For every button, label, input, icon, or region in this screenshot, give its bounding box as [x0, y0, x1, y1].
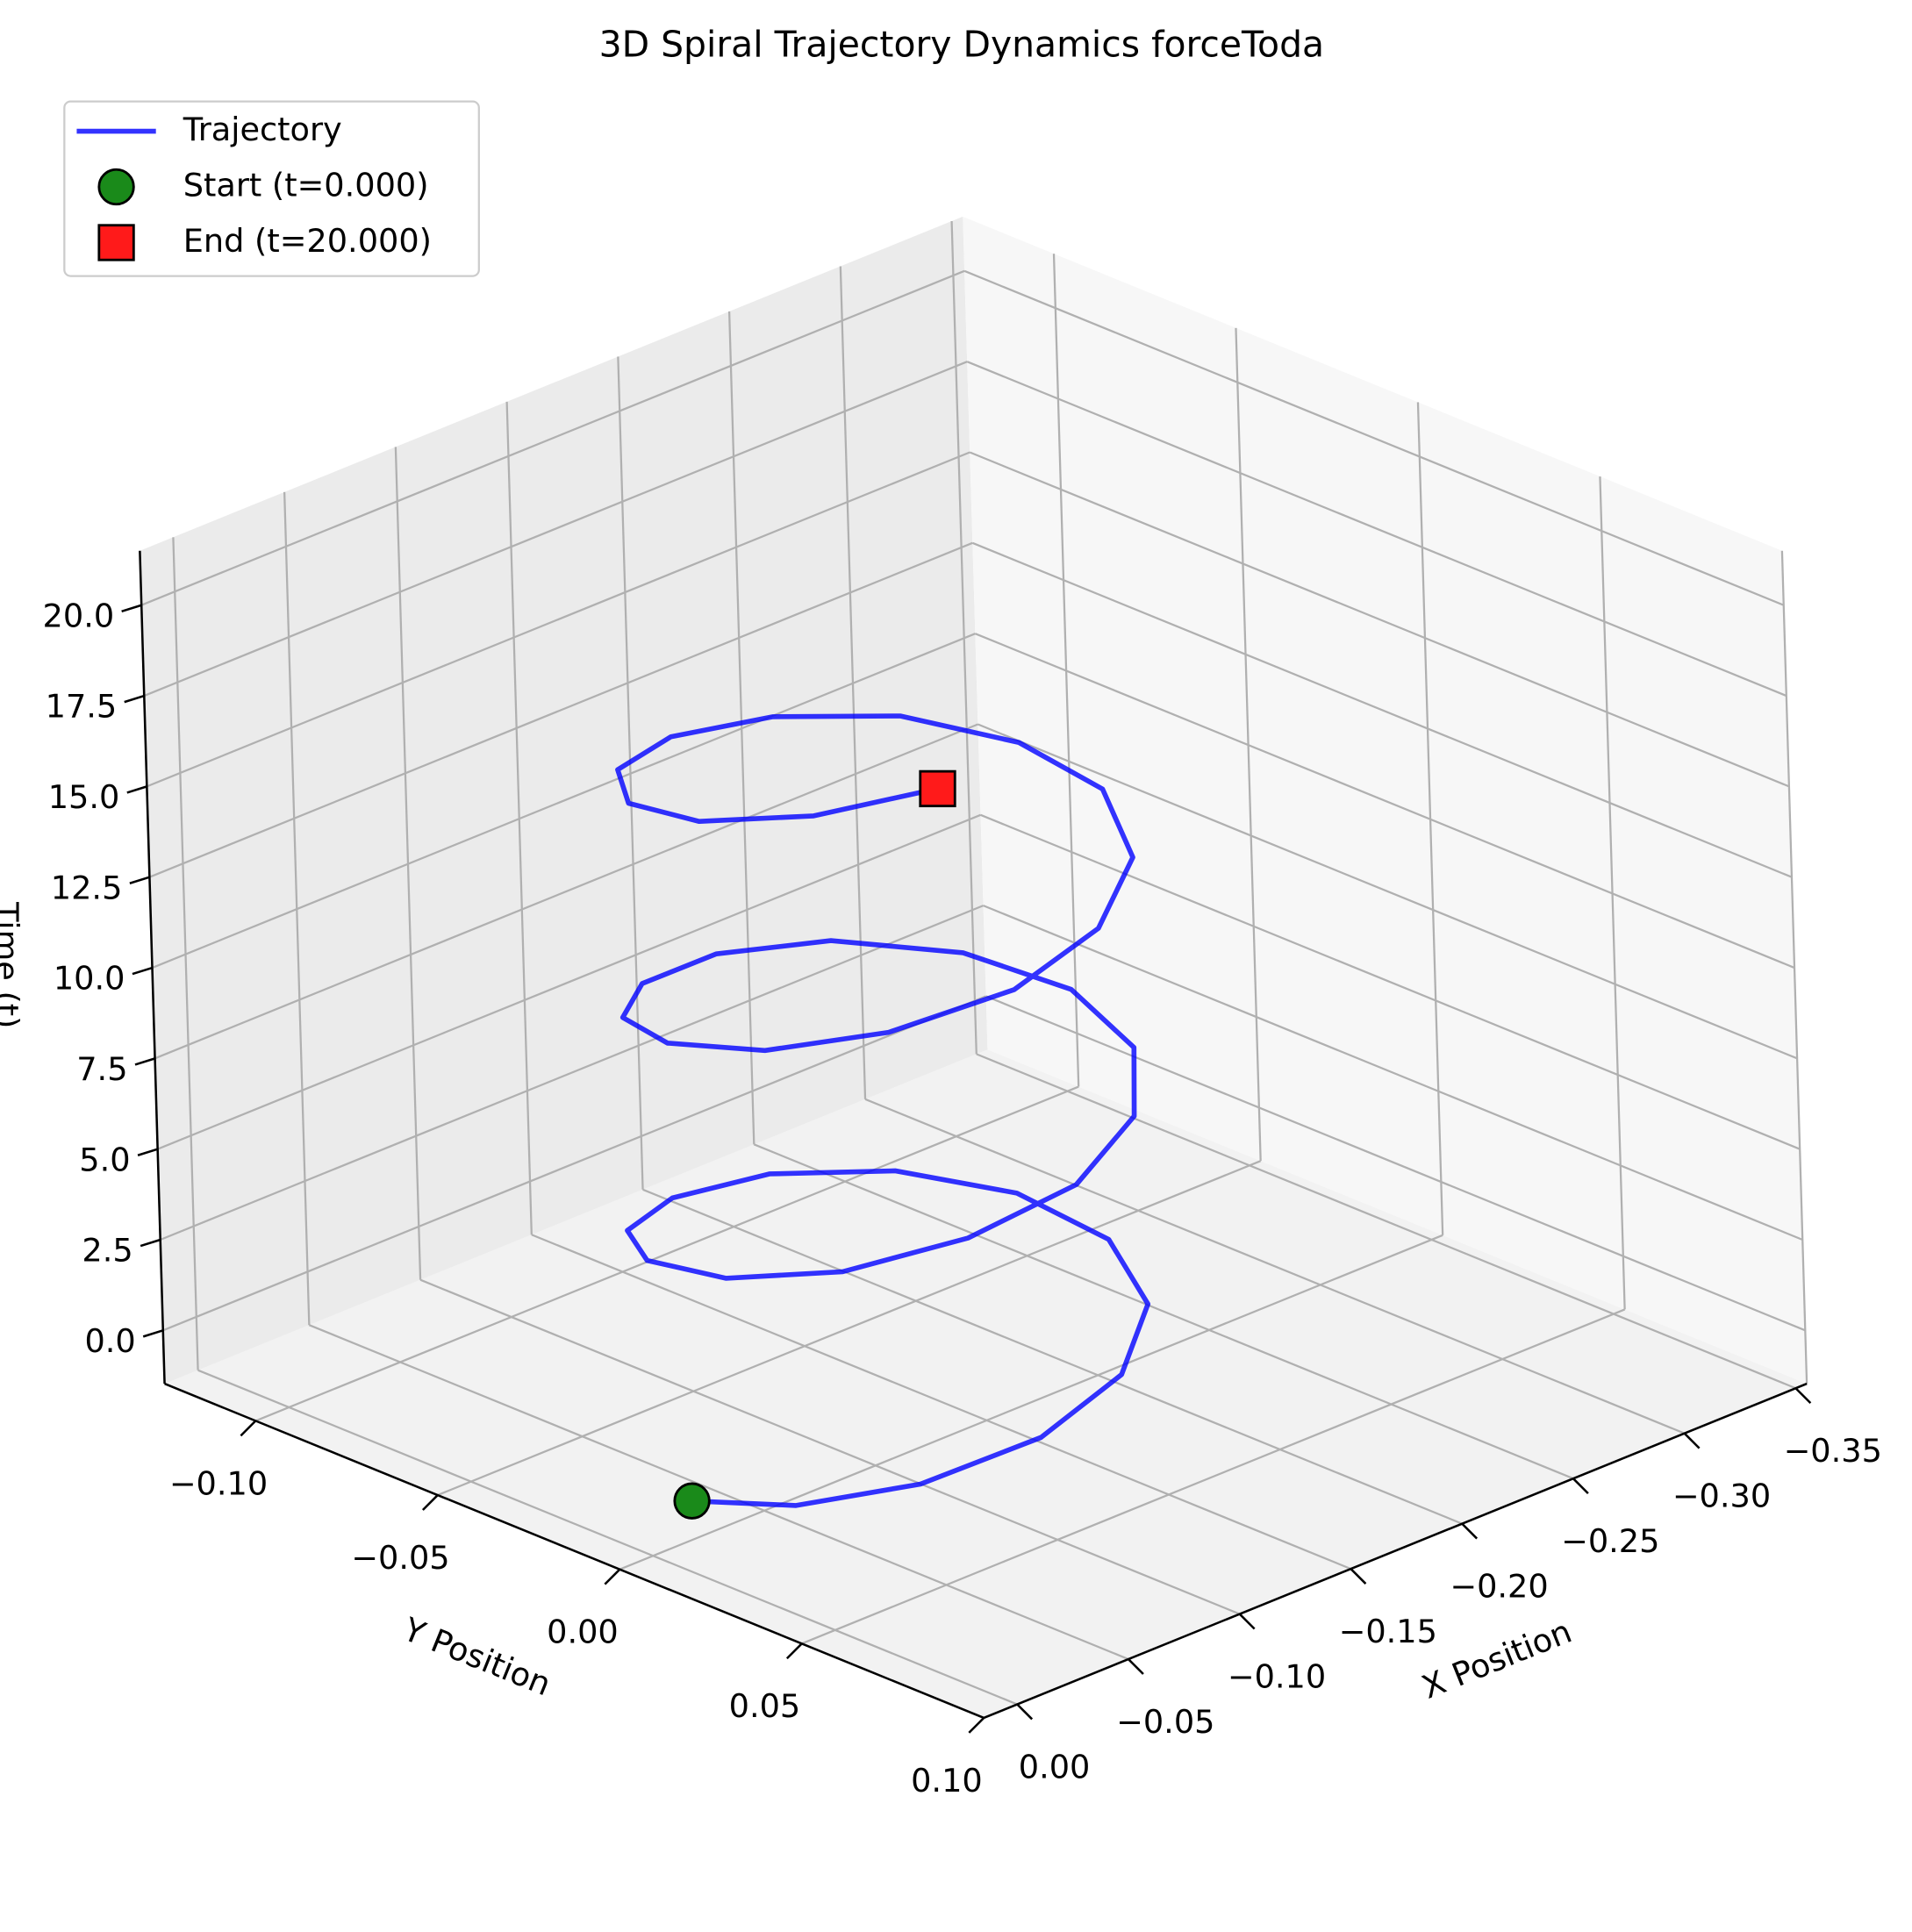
x-tick: [1683, 1432, 1701, 1449]
grid-line: [980, 813, 1801, 1150]
x-tick: [1238, 1613, 1256, 1630]
grid-line: [966, 361, 1787, 698]
grid-line: [148, 541, 973, 878]
z-axis-line: [139, 550, 166, 1385]
start-marker: [673, 1482, 711, 1520]
x-tick-label: 0.00: [1019, 1748, 1091, 1785]
legend-label: End (t=20.000): [183, 222, 432, 260]
z-tick: [121, 604, 142, 612]
z-tick-label: 7.5: [76, 1050, 127, 1088]
legend-marker: [97, 224, 135, 261]
x-tick-label: −0.05: [1116, 1703, 1214, 1741]
z-tick-label: 2.5: [82, 1232, 132, 1270]
grid-line: [146, 451, 970, 788]
grid-line: [140, 269, 965, 606]
z-tick: [137, 1148, 159, 1156]
z-tick: [124, 694, 145, 704]
x-axis-line: [983, 1382, 1808, 1720]
grid-line: [437, 1160, 1262, 1497]
grid-line: [985, 995, 1806, 1332]
x-tick: [1016, 1703, 1034, 1721]
x-tick-label: −0.10: [1228, 1657, 1326, 1695]
grid-line: [969, 451, 1790, 788]
x-tick: [1128, 1658, 1144, 1675]
y-tick-label: 0.00: [547, 1614, 619, 1651]
y-tick-label: 0.05: [729, 1687, 801, 1725]
x-tick-label: −0.25: [1561, 1522, 1659, 1560]
grid-line: [152, 633, 976, 970]
legend-marker: [97, 168, 135, 206]
x-tick-label: −0.20: [1450, 1567, 1548, 1605]
x-axis-label: X Position: [1417, 1613, 1578, 1707]
end-marker: [919, 769, 956, 808]
grid-line: [963, 269, 1785, 606]
z-tick-label: 5.0: [79, 1141, 130, 1178]
y-tick: [240, 1420, 257, 1437]
x-tick: [1461, 1522, 1479, 1540]
z-tick-label: 15.0: [48, 778, 120, 816]
grid-line: [977, 723, 1798, 1060]
z-tick: [126, 785, 147, 794]
y-axis-label: Y Position: [397, 1610, 556, 1703]
y-tick: [421, 1494, 439, 1511]
z-tick-label: 20.0: [43, 597, 115, 634]
grid-line: [419, 1278, 1241, 1615]
grid-line: [160, 905, 985, 1241]
grid: [140, 220, 1808, 1720]
grid-line: [801, 1308, 1626, 1645]
z-tick: [129, 876, 150, 884]
grid-line: [642, 1188, 1463, 1525]
grid-line: [162, 995, 987, 1332]
plot: [615, 713, 1151, 1520]
z-tick-label: 0.0: [84, 1322, 135, 1360]
y-tick: [604, 1568, 621, 1585]
z-axis-label: Time (t): [0, 901, 25, 1028]
x-tick-label: −0.15: [1339, 1613, 1437, 1650]
z-tick-label: 10.0: [54, 960, 125, 998]
y-tick: [968, 1717, 985, 1734]
legend: Trajectory Start (t=0.000) End (t=20.000): [63, 100, 480, 277]
y-tick-label: −0.10: [169, 1464, 268, 1502]
chart-title: 3D Spiral Trajectory Dynamics forceToda: [599, 24, 1324, 66]
grid-line: [971, 541, 1793, 878]
z-tick: [134, 1057, 155, 1066]
legend-label: Trajectory: [183, 111, 342, 148]
x-tick: [1572, 1478, 1589, 1494]
grid-line: [197, 1369, 1018, 1706]
z-tick-label: 17.5: [46, 688, 118, 726]
legend-box: [63, 100, 480, 277]
grid-line: [531, 1234, 1351, 1571]
x-tick: [1794, 1387, 1812, 1405]
y-tick-label: −0.05: [351, 1539, 449, 1577]
grid-line: [308, 1324, 1129, 1661]
grid-line: [976, 1053, 1796, 1390]
z-tick: [132, 966, 153, 976]
trajectory-line: [615, 713, 1151, 1508]
y-tick-label: 0.10: [911, 1762, 983, 1800]
grid-line: [864, 1098, 1686, 1435]
z-tick-label: 12.5: [51, 869, 123, 906]
x-tick-label: −0.35: [1784, 1432, 1882, 1470]
grid-line: [619, 1234, 1443, 1571]
grid-line: [143, 361, 968, 698]
legend-label: Start (t=0.000): [183, 167, 429, 204]
z-tick: [142, 1329, 164, 1338]
x-tick-label: −0.30: [1672, 1478, 1771, 1515]
x-tick: [1350, 1568, 1367, 1585]
grid-line: [983, 905, 1803, 1241]
grid-line: [753, 1143, 1574, 1480]
grid-line: [157, 813, 981, 1150]
grid-line: [254, 1085, 1079, 1422]
grid-line: [154, 723, 978, 1060]
y-tick: [785, 1642, 803, 1660]
z-tick: [140, 1238, 161, 1248]
y-axis-line: [164, 1382, 985, 1720]
grid-line: [974, 633, 1795, 970]
